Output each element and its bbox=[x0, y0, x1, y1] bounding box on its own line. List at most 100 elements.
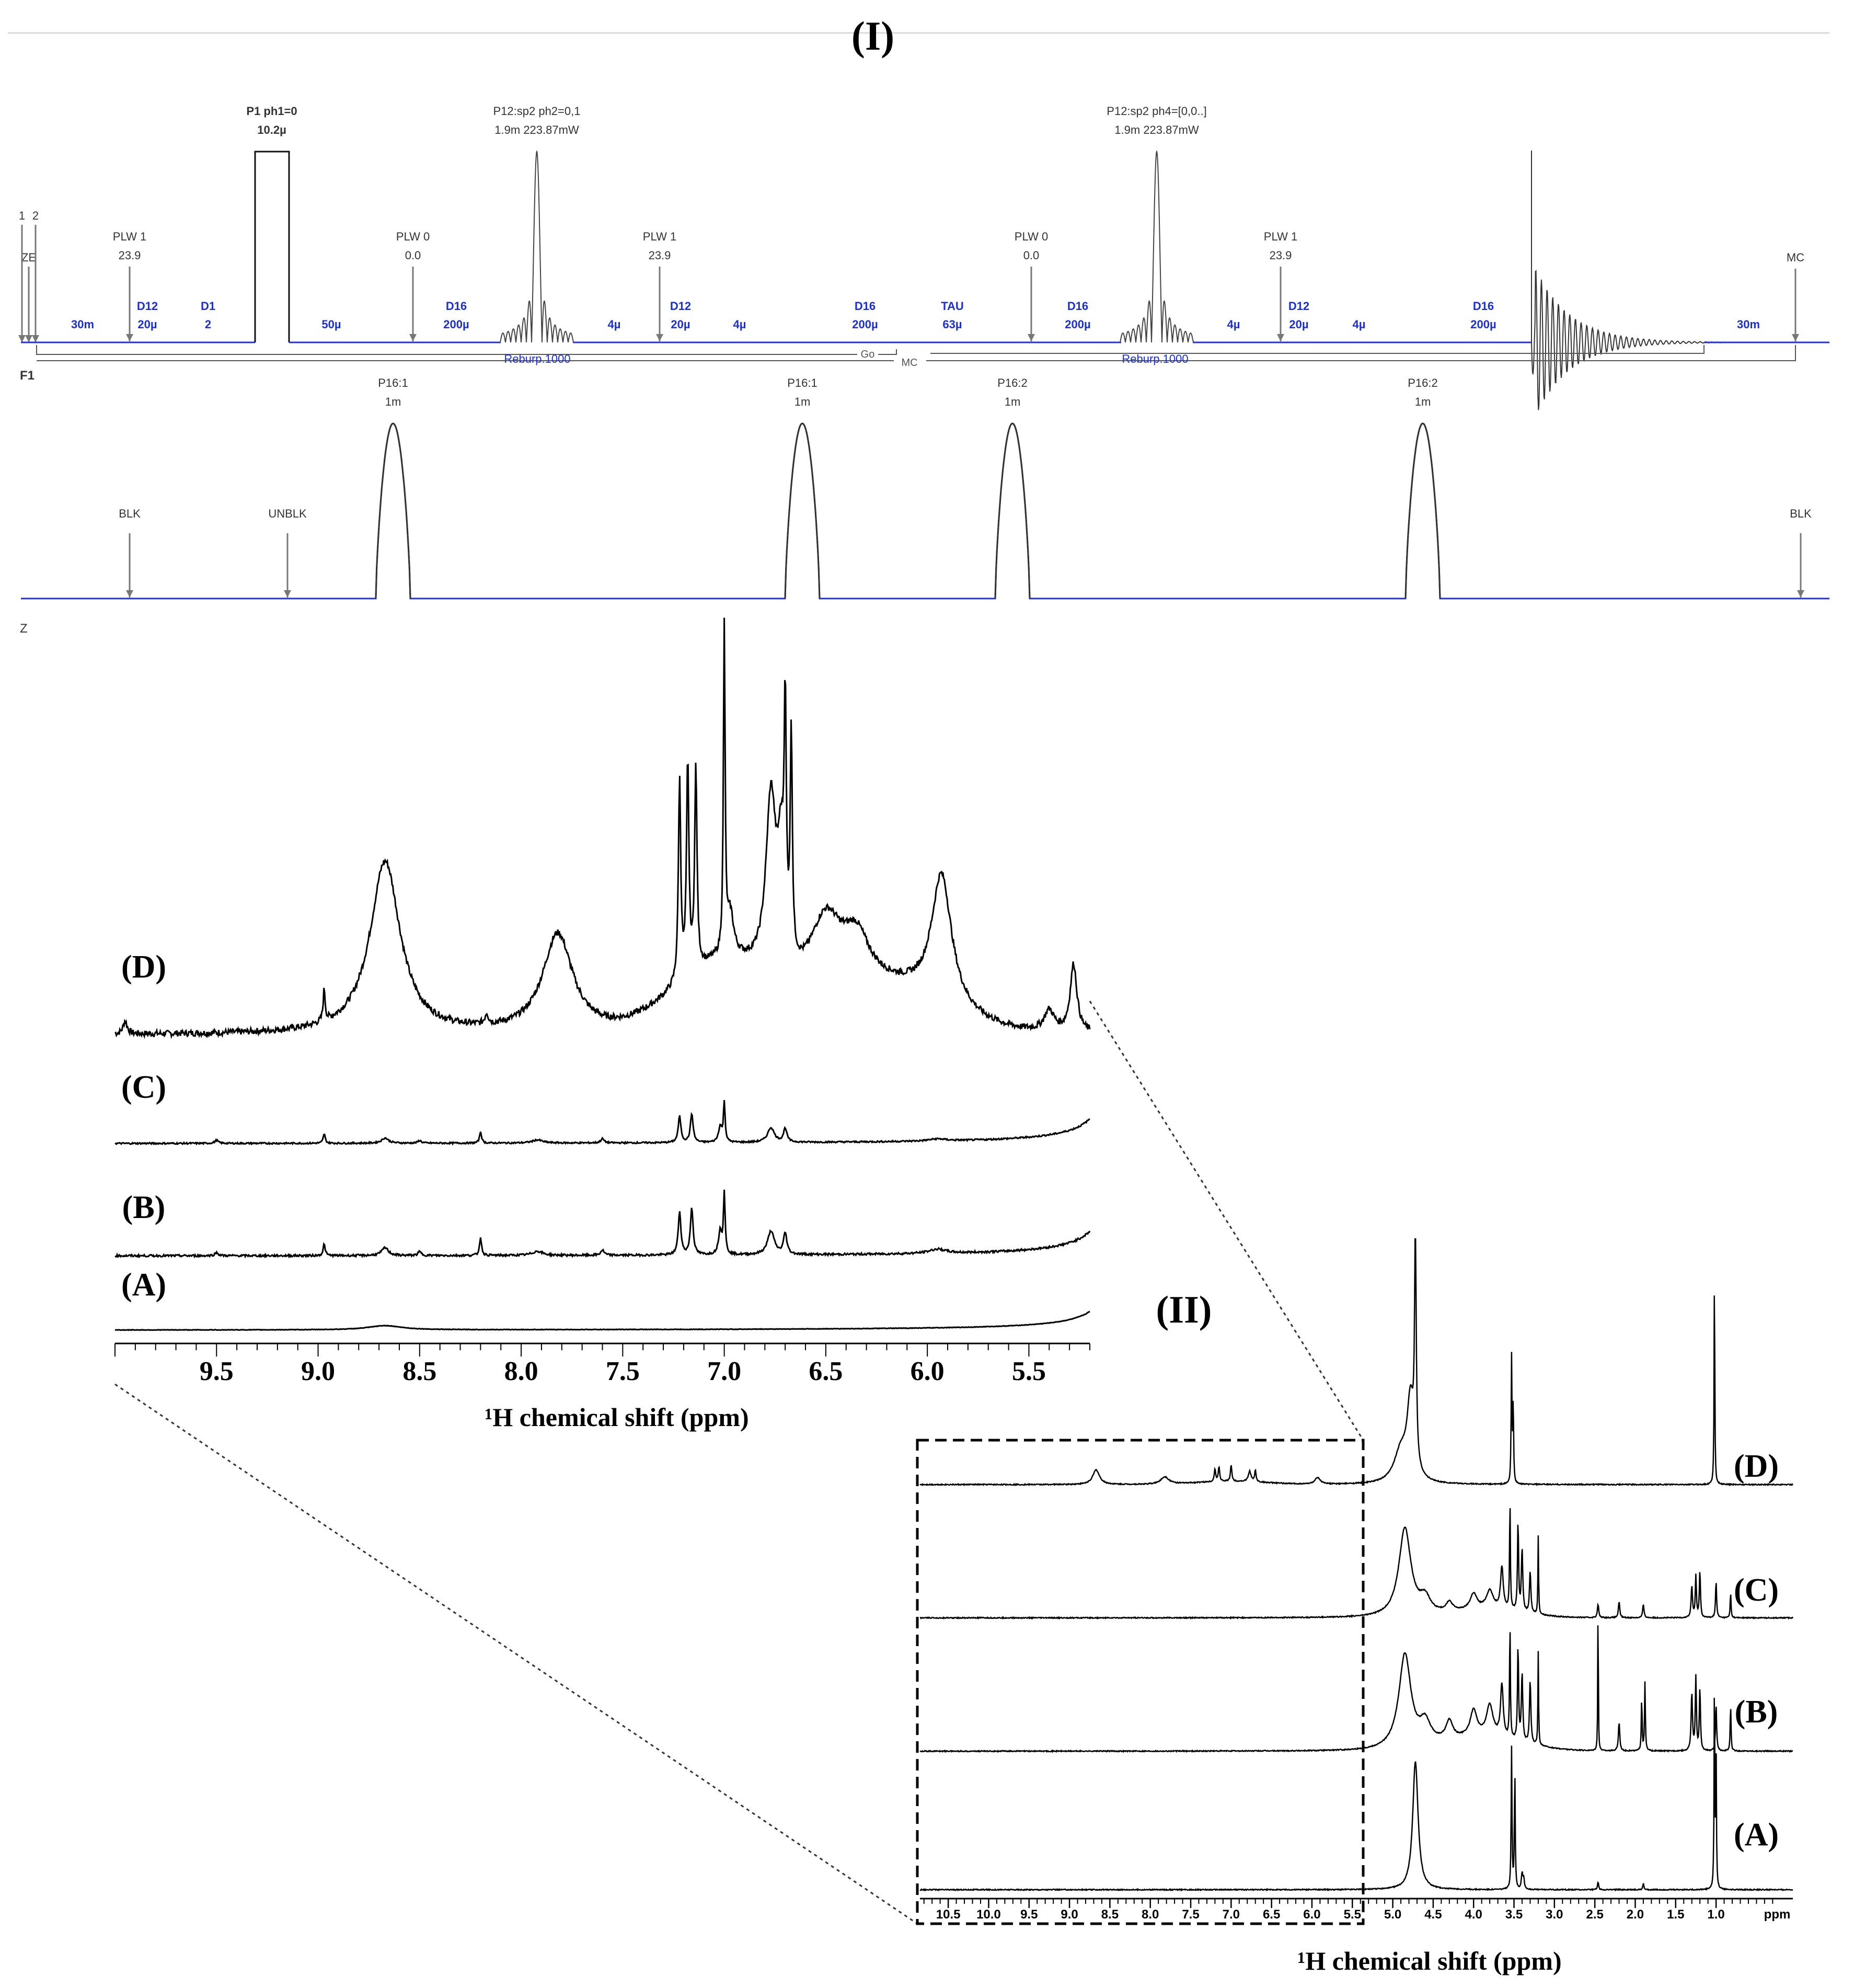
zoom-connector-bottom bbox=[114, 1383, 918, 1925]
gradient-4-name: P16:2 bbox=[1408, 376, 1438, 389]
expanded-label-A: (A) bbox=[121, 1267, 166, 1303]
shape-label-reburp-1: Reburp.1000 bbox=[504, 352, 570, 365]
expanded-trace-A bbox=[115, 1311, 1090, 1331]
full-tick-label-9.0: 9.0 bbox=[1061, 1907, 1078, 1922]
event-p12-a-value: 1.9m 223.87mW bbox=[494, 123, 579, 136]
event-mc-end-name: MC bbox=[1787, 251, 1804, 264]
expanded-label-B: (B) bbox=[122, 1190, 166, 1225]
z-event-1-arrow-head bbox=[126, 590, 133, 597]
full-tick-label-8.0: 8.0 bbox=[1142, 1907, 1159, 1922]
delay-d16-a-value: 200µ bbox=[443, 318, 469, 331]
full-x-ticks: 10.5 10.0 9.5 9.0 8.5 8.0 7.5 7.0 6.5 6.0 5.5 5.0 4.… bbox=[923, 1899, 1774, 1922]
event-plw0-a-value: 0.0 bbox=[405, 249, 421, 262]
full-label-B: (B) bbox=[1735, 1694, 1778, 1730]
delay-tau-name: TAU bbox=[941, 300, 964, 313]
event-p1-name: P1 ph1=0 bbox=[246, 105, 297, 118]
shape-label-reburp-2: Reburp.1000 bbox=[1122, 352, 1188, 365]
event-plw1-b-value: 23.9 bbox=[649, 249, 671, 262]
gradient-pulse-4 bbox=[1404, 422, 1441, 599]
full-tick-label-4.5: 4.5 bbox=[1424, 1907, 1442, 1922]
expanded-spectra-traces bbox=[114, 617, 1091, 1331]
loop-label-mc: MC bbox=[901, 357, 917, 369]
start-marker-ze: ZE bbox=[21, 251, 36, 264]
z-event-1: BLK bbox=[119, 507, 141, 520]
expanded-tick-label-9.5: 9.5 bbox=[200, 1357, 234, 1386]
expanded-label-C: (C) bbox=[121, 1070, 166, 1105]
z-event-labels: BLK UNBLK BLK bbox=[119, 507, 1812, 597]
full-tick-label-7.0: 7.0 bbox=[1223, 1907, 1240, 1922]
gradient-channel-trace bbox=[21, 422, 1829, 600]
full-tick-label-10.5: 10.5 bbox=[936, 1907, 961, 1922]
event-plw1-c-name: PLW 1 bbox=[1264, 230, 1297, 243]
f1-channel-trace bbox=[21, 150, 1829, 410]
event-plw1-a-value: 23.9 bbox=[119, 249, 141, 262]
event-mc-end-arrow-head bbox=[1792, 334, 1799, 341]
full-x-unit: ppm bbox=[1764, 1907, 1791, 1922]
mc-loop-bracket bbox=[37, 345, 1796, 361]
delay-d16-c-value: 200µ bbox=[1065, 318, 1090, 331]
full-trace-D bbox=[919, 1238, 1793, 1487]
event-plw1-c-arrow-head bbox=[1277, 334, 1284, 341]
event-plw0-a-arrow-head bbox=[409, 334, 417, 341]
delay-d-4u-c-value: 4µ bbox=[1227, 318, 1240, 331]
gradient-4-duration: 1m bbox=[1415, 395, 1431, 408]
delay-d16-d-value: 200µ bbox=[1470, 318, 1496, 331]
full-tick-label-5.5: 5.5 bbox=[1344, 1907, 1361, 1922]
full-tick-label-10.0: 10.0 bbox=[976, 1907, 1001, 1922]
delay-d16-c-name: D16 bbox=[1067, 300, 1088, 313]
expanded-tick-label-8.5: 8.5 bbox=[402, 1357, 436, 1386]
start-marker-1: 1 bbox=[19, 209, 25, 222]
full-tick-label-2.0: 2.0 bbox=[1627, 1907, 1644, 1922]
z-event-3-arrow-head bbox=[1797, 590, 1804, 597]
full-tick-label-3.0: 3.0 bbox=[1546, 1907, 1563, 1922]
channel-label-f1: F1 bbox=[20, 369, 34, 383]
expanded-tick-label-8.0: 8.0 bbox=[504, 1357, 538, 1386]
expanded-tick-label-9.0: 9.0 bbox=[301, 1357, 335, 1386]
event-p12-a-name: P12:sp2 ph2=0,1 bbox=[493, 105, 581, 118]
go-loop-bracket bbox=[36, 345, 897, 355]
delay-d-4u-b-value: 4µ bbox=[733, 318, 746, 331]
expanded-trace-B bbox=[114, 1189, 1091, 1259]
delay-d-30m-b-value: 30m bbox=[1737, 318, 1760, 331]
start-marker-2: 2 bbox=[32, 209, 39, 222]
full-tick-label-5.0: 5.0 bbox=[1384, 1907, 1401, 1922]
zoom-region-box bbox=[916, 1439, 1365, 1925]
full-label-C: (C) bbox=[1734, 1572, 1779, 1608]
full-tick-label-1.0: 1.0 bbox=[1707, 1907, 1724, 1922]
expanded-x-ticks: 9.5 9.0 8.5 8.0 7.5 7.0 6.5 6.0 5.5 bbox=[114, 1343, 1090, 1386]
full-tick-label-6.5: 6.5 bbox=[1263, 1907, 1280, 1922]
expanded-tick-label-5.5: 5.5 bbox=[1012, 1357, 1046, 1386]
full-tick-label-8.5: 8.5 bbox=[1101, 1907, 1119, 1922]
gradient-3-name: P16:2 bbox=[997, 376, 1028, 389]
event-p1-value: 10.2µ bbox=[257, 123, 286, 136]
start-arrow-3-head bbox=[32, 335, 39, 342]
event-plw1-b-arrow-head bbox=[656, 334, 663, 341]
delay-d1-name: D1 bbox=[201, 300, 215, 313]
full-tick-label-6.0: 6.0 bbox=[1303, 1907, 1320, 1922]
delay-d-4u-d-value: 4µ bbox=[1353, 318, 1366, 331]
z-event-2: UNBLK bbox=[268, 507, 307, 520]
panel-label-II: (II) bbox=[1156, 1289, 1212, 1331]
full-tick-label-9.5: 9.5 bbox=[1020, 1907, 1038, 1922]
expanded-tick-label-7.5: 7.5 bbox=[606, 1357, 640, 1386]
full-tick-label-3.5: 3.5 bbox=[1505, 1907, 1523, 1922]
full-tick-label-4.0: 4.0 bbox=[1465, 1907, 1482, 1922]
start-arrow-2-head bbox=[25, 335, 32, 342]
delay-d16-d-name: D16 bbox=[1473, 300, 1494, 313]
expanded-tick-label-6.0: 6.0 bbox=[911, 1357, 945, 1386]
gradient-pulse-2 bbox=[784, 422, 821, 599]
delay-tau-value: 63µ bbox=[942, 318, 962, 331]
full-series-labels: (D) (C) (B) (A) bbox=[1734, 1449, 1779, 1853]
delay-d12-a-value: 20µ bbox=[137, 318, 157, 331]
delay-d16-a-name: D16 bbox=[446, 300, 467, 313]
p12-shaped-pulse-2 bbox=[1120, 150, 1194, 343]
delay-d-50u-value: 50µ bbox=[321, 318, 341, 331]
event-plw1-b-name: PLW 1 bbox=[643, 230, 676, 243]
event-plw0-b-arrow-head bbox=[1028, 334, 1035, 341]
expanded-spectra-chart: (D) (C) (B) (A) 9.5 9.0 8.5 8.0 7.5 7.0 6.5 6.0 5.5… bbox=[114, 617, 1091, 1432]
full-label-D: (D) bbox=[1734, 1449, 1779, 1484]
z-event-3: BLK bbox=[1790, 507, 1812, 520]
delay-d-30m-a-value: 30m bbox=[71, 318, 94, 331]
